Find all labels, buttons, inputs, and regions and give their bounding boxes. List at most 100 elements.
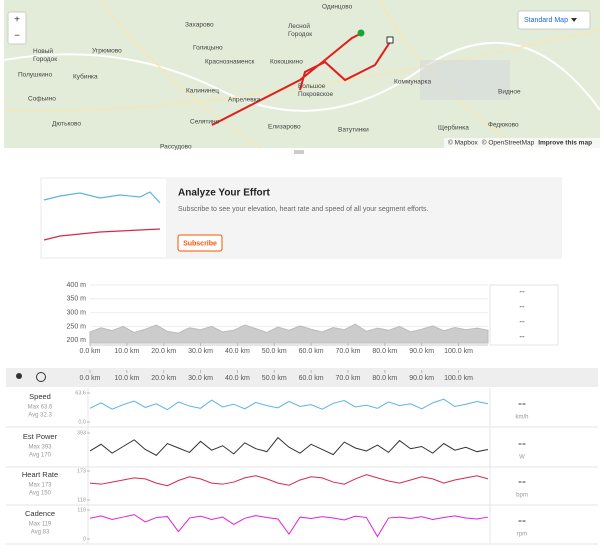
urban-area: [420, 60, 510, 100]
place-label: Захарово: [185, 22, 214, 29]
stat-value: --: [519, 317, 525, 326]
x-tick-label: 60.0 km: [299, 375, 324, 382]
stream-max: Max 63.6: [28, 405, 53, 411]
x-tick-label: 40.0 km: [225, 375, 250, 382]
x-tick-label: 70.0 km: [336, 348, 361, 355]
attribution: © Mapbox: [448, 139, 478, 147]
x-tick-label: 80.0 km: [372, 348, 397, 355]
x-tick-label: 100.0 km: [444, 348, 473, 355]
stream-current: --: [518, 474, 526, 488]
place-label: Видное: [498, 89, 521, 96]
place-label: Софьино: [28, 96, 56, 103]
x-tick-label: 30.0 km: [188, 375, 213, 382]
y-tick-label: 200 m: [67, 337, 87, 344]
place-label: Одинцово: [322, 4, 353, 11]
x-tick-label: 60.0 km: [299, 348, 324, 355]
y-tick-label: 0.0: [78, 419, 86, 425]
stream-line: [89, 474, 489, 487]
zoom-out[interactable]: −: [14, 31, 20, 42]
stream-unit: rpm: [517, 532, 527, 538]
place-label: Калининец: [186, 88, 219, 95]
place-label: Апрелевка: [228, 97, 261, 104]
place-label: Угрюмово: [92, 48, 122, 55]
x-tick-label: 50.0 km: [262, 348, 287, 355]
attribution: Improve this map: [538, 140, 592, 147]
elevation-area: [89, 323, 489, 344]
y-tick-label: 63.6: [75, 390, 86, 396]
stream-name: Heart Rate: [22, 470, 58, 479]
illustration-line: [43, 191, 161, 204]
x-tick-label: 50.0 km: [262, 375, 287, 382]
subscribe-label: Subscribe: [183, 240, 217, 247]
x-tick-label: 0.0 km: [79, 348, 100, 355]
attribution-bg: [444, 138, 600, 148]
subscribe-button[interactable]: [177, 234, 223, 252]
stream-unit: km/h: [515, 415, 528, 421]
place-label: Кубинка: [73, 73, 98, 81]
stream-name: Est Power: [23, 432, 58, 441]
y-tick-label: 393: [77, 430, 86, 436]
stream-avg: Avg 83: [31, 530, 50, 536]
stream-max: Max 173: [28, 483, 52, 489]
upsell-title: Analyze Your Effort: [178, 188, 271, 199]
y-tick-label: 350 m: [67, 296, 87, 303]
place-label: Голицыно: [193, 45, 223, 52]
map-pin-icon[interactable]: [16, 373, 22, 379]
stream-avg: Avg 170: [29, 453, 52, 459]
stream-name: Cadence: [25, 509, 55, 518]
place-label: Большое Покровское: [298, 83, 334, 98]
clock-icon[interactable]: [36, 372, 46, 382]
place-label: Краснознаменск: [205, 59, 255, 66]
x-tick-label: 10.0 km: [114, 375, 139, 382]
illustration-line: [43, 228, 161, 241]
y-tick-label: 400 m: [67, 282, 87, 289]
zoom-in[interactable]: +: [14, 15, 20, 26]
finish-marker: [386, 36, 394, 44]
place-label: Селятино: [190, 119, 220, 126]
upsell-text-box: Subscribe to see your elevation, heart r…: [178, 206, 428, 213]
y-tick-label: 300 m: [67, 309, 87, 316]
stream-line: [89, 398, 489, 411]
place-label: Полушкино: [18, 72, 52, 79]
place-label: Рассудово: [160, 144, 192, 151]
stream-unit: W: [519, 455, 525, 461]
stream-avg: Avg 150: [29, 491, 52, 497]
stats-panel: [489, 284, 559, 346]
y-tick-label: 119: [77, 507, 86, 513]
stream-current: --: [518, 436, 526, 450]
place-label: Федюково: [488, 122, 519, 129]
stream-toolbar: [6, 368, 598, 387]
x-tick-label: 90.0 km: [409, 348, 434, 355]
map-style-button[interactable]: [517, 10, 591, 30]
resize-handle[interactable]: [294, 150, 304, 154]
stream-max: Max 119: [29, 522, 52, 528]
y-tick-label: 0: [83, 536, 86, 542]
place-label: Коммунарка: [394, 79, 431, 86]
y-tick-label: 250 m: [67, 323, 87, 330]
place-label: Дютьково: [52, 121, 81, 128]
x-tick-label: 20.0 km: [151, 375, 176, 382]
road: [3, 41, 601, 112]
place-label: Елизарово: [268, 124, 301, 131]
stream-line: [89, 436, 489, 456]
upsell-image: [42, 179, 166, 257]
dropdown-arrow: [571, 18, 577, 22]
y-tick-label: 173: [77, 468, 86, 474]
start-marker: [357, 29, 365, 37]
x-tick-label: 20.0 km: [151, 348, 176, 355]
x-tick-label: 30.0 km: [188, 348, 213, 355]
stream-line: [89, 514, 489, 538]
attribution: © OpenStreetMap: [482, 139, 535, 147]
place-label: Щербинка: [438, 124, 469, 132]
x-tick-label: 80.0 km: [372, 375, 397, 382]
x-tick-label: 90.0 km: [409, 375, 434, 382]
x-tick-label: 70.0 km: [336, 375, 361, 382]
x-tick-label: 0.0 km: [79, 375, 100, 382]
x-tick-label: 10.0 km: [114, 348, 139, 355]
stat-value: --: [519, 302, 525, 311]
place-label: Ватутинки: [338, 127, 369, 134]
zoom-control: [7, 11, 27, 45]
route: [211, 32, 391, 126]
place-label: Кокошкино: [270, 59, 303, 66]
